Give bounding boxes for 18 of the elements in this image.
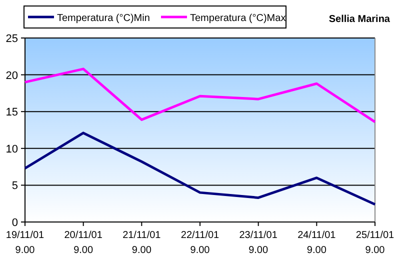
line-series <box>24 68 376 124</box>
y-tick-label: 25 <box>6 33 18 45</box>
x-tick-label: 25/11/01 9.00 <box>356 230 395 256</box>
legend-label: Temperatura (°C)Min <box>57 13 150 24</box>
legend-label: Temperatura (°C)Max <box>190 13 286 24</box>
x-tick-label: 19/11/01 9.00 <box>6 230 45 256</box>
x-tick-label: 24/11/01 9.00 <box>298 230 336 256</box>
y-tick-label: 0 <box>12 217 18 229</box>
x-tick-label: 22/11/01 9.00 <box>180 230 220 256</box>
x-tick-label: 23/11/01 9.00 <box>239 230 278 256</box>
chart-title: Sellia Marina <box>328 14 390 25</box>
x-tick-label: 20/11/01 9.00 <box>64 230 103 256</box>
line-series <box>24 132 376 206</box>
y-tick-label: 15 <box>6 106 18 119</box>
y-tick-label: 5 <box>12 180 18 192</box>
y-tick-label: 20 <box>6 70 18 82</box>
y-tick-label: 10 <box>6 143 18 156</box>
x-tick-label: 21/11/01 9.00 <box>122 230 162 256</box>
